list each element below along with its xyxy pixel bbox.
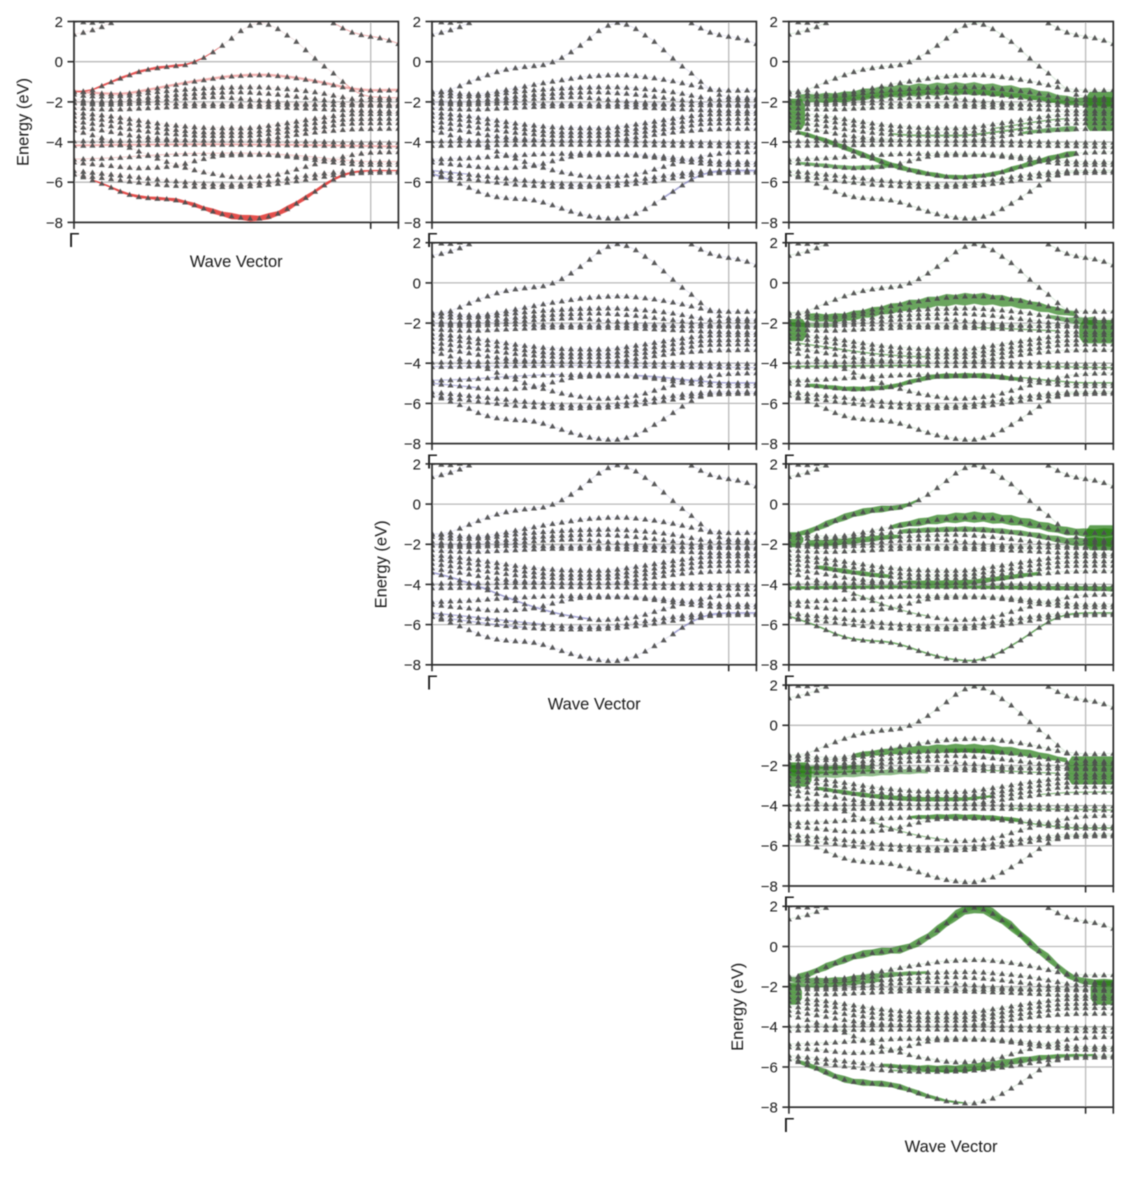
svg-text:−6: −6 <box>761 1059 778 1076</box>
svg-text:−4: −4 <box>761 1019 778 1036</box>
svg-text:Energy (eV): Energy (eV) <box>14 78 32 166</box>
svg-text:Γ: Γ <box>783 1115 794 1137</box>
svg-text:−2: −2 <box>404 94 421 111</box>
svg-text:2: 2 <box>413 235 421 252</box>
svg-text:−8: −8 <box>761 215 778 232</box>
svg-text:−8: −8 <box>761 657 778 674</box>
svg-text:Energy (eV): Energy (eV) <box>729 963 747 1051</box>
svg-text:−4: −4 <box>404 577 421 594</box>
svg-text:Γ: Γ <box>783 673 794 695</box>
svg-text:Γ: Γ <box>426 673 437 695</box>
svg-text:0: 0 <box>55 54 63 71</box>
svg-text:2: 2 <box>413 456 421 473</box>
svg-text:2: 2 <box>413 14 421 31</box>
svg-text:−2: −2 <box>404 537 421 554</box>
svg-text:−4: −4 <box>761 356 778 373</box>
svg-text:−4: −4 <box>761 798 778 815</box>
svg-text:−8: −8 <box>404 436 421 453</box>
svg-text:−4: −4 <box>761 577 778 594</box>
svg-text:−8: −8 <box>46 215 63 232</box>
svg-text:−6: −6 <box>404 617 421 634</box>
svg-text:−6: −6 <box>404 175 421 192</box>
svg-text:Γ: Γ <box>68 230 79 252</box>
svg-text:2: 2 <box>770 678 778 695</box>
svg-text:Wave Vector: Wave Vector <box>905 1138 998 1156</box>
svg-text:Γ: Γ <box>783 451 794 473</box>
svg-text:0: 0 <box>770 54 778 71</box>
svg-text:−4: −4 <box>404 134 421 151</box>
svg-text:−6: −6 <box>404 396 421 413</box>
svg-text:−8: −8 <box>404 215 421 232</box>
svg-text:−8: −8 <box>761 436 778 453</box>
svg-text:−8: −8 <box>761 1100 778 1117</box>
svg-text:0: 0 <box>413 54 421 71</box>
svg-text:2: 2 <box>770 899 778 916</box>
svg-text:2: 2 <box>770 14 778 31</box>
svg-text:2: 2 <box>770 235 778 252</box>
svg-text:Γ: Γ <box>426 451 437 473</box>
svg-text:−4: −4 <box>761 134 778 151</box>
svg-text:−4: −4 <box>404 356 421 373</box>
svg-text:0: 0 <box>770 275 778 292</box>
svg-text:−6: −6 <box>46 175 63 192</box>
svg-text:−2: −2 <box>404 316 421 333</box>
svg-text:−8: −8 <box>761 878 778 895</box>
svg-text:−2: −2 <box>46 94 63 111</box>
svg-text:−2: −2 <box>761 316 778 333</box>
svg-text:−2: −2 <box>761 979 778 996</box>
svg-text:Energy (eV): Energy (eV) <box>372 520 390 608</box>
svg-text:−2: −2 <box>761 94 778 111</box>
svg-text:−2: −2 <box>761 537 778 554</box>
svg-text:−6: −6 <box>761 617 778 634</box>
svg-text:Γ: Γ <box>783 894 794 916</box>
svg-text:0: 0 <box>413 275 421 292</box>
svg-text:Γ: Γ <box>783 230 794 252</box>
svg-text:−4: −4 <box>46 134 63 151</box>
svg-text:−6: −6 <box>761 838 778 855</box>
svg-text:−6: −6 <box>761 396 778 413</box>
svg-text:0: 0 <box>770 497 778 514</box>
svg-text:2: 2 <box>55 14 63 31</box>
svg-text:0: 0 <box>770 939 778 956</box>
svg-text:−6: −6 <box>761 175 778 192</box>
svg-text:Wave Vector: Wave Vector <box>548 695 641 713</box>
svg-text:Γ: Γ <box>426 230 437 252</box>
svg-text:Wave Vector: Wave Vector <box>190 253 283 271</box>
svg-text:0: 0 <box>770 718 778 735</box>
svg-text:0: 0 <box>413 497 421 514</box>
svg-text:−8: −8 <box>404 657 421 674</box>
svg-text:2: 2 <box>770 456 778 473</box>
svg-text:−2: −2 <box>761 758 778 775</box>
